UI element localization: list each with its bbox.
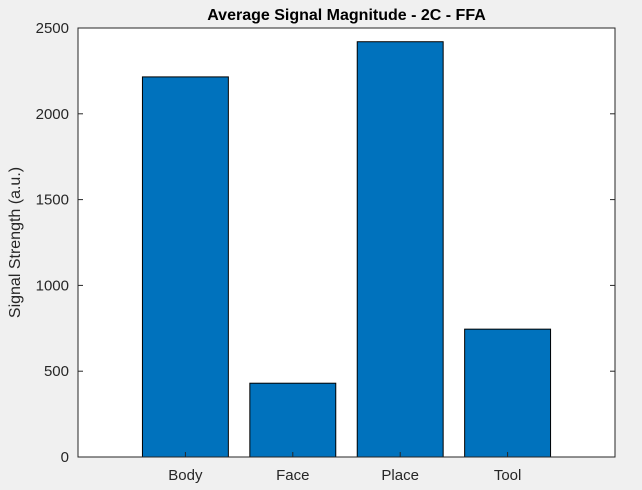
y-tick-label-1500: 1500 [36,192,69,209]
y-axis-label: Signal Strength (a.u.) [7,167,24,318]
x-tick-label-place: Place [381,467,419,484]
bar-face [250,383,336,457]
bar-tool [465,329,551,457]
chart-title: Average Signal Magnitude - 2C - FFA [207,7,486,24]
y-tick-label-1000: 1000 [36,277,69,294]
bar-place [357,42,443,457]
y-tick-label-2500: 2500 [36,20,69,37]
y-tick-label-2000: 2000 [36,106,69,123]
x-tick-label-face: Face [276,467,309,484]
y-tick-label-0: 0 [61,449,69,466]
bar-body [142,77,228,457]
y-tick-label-500: 500 [44,363,69,380]
x-tick-label-tool: Tool [494,467,522,484]
x-tick-label-body: Body [168,467,203,484]
